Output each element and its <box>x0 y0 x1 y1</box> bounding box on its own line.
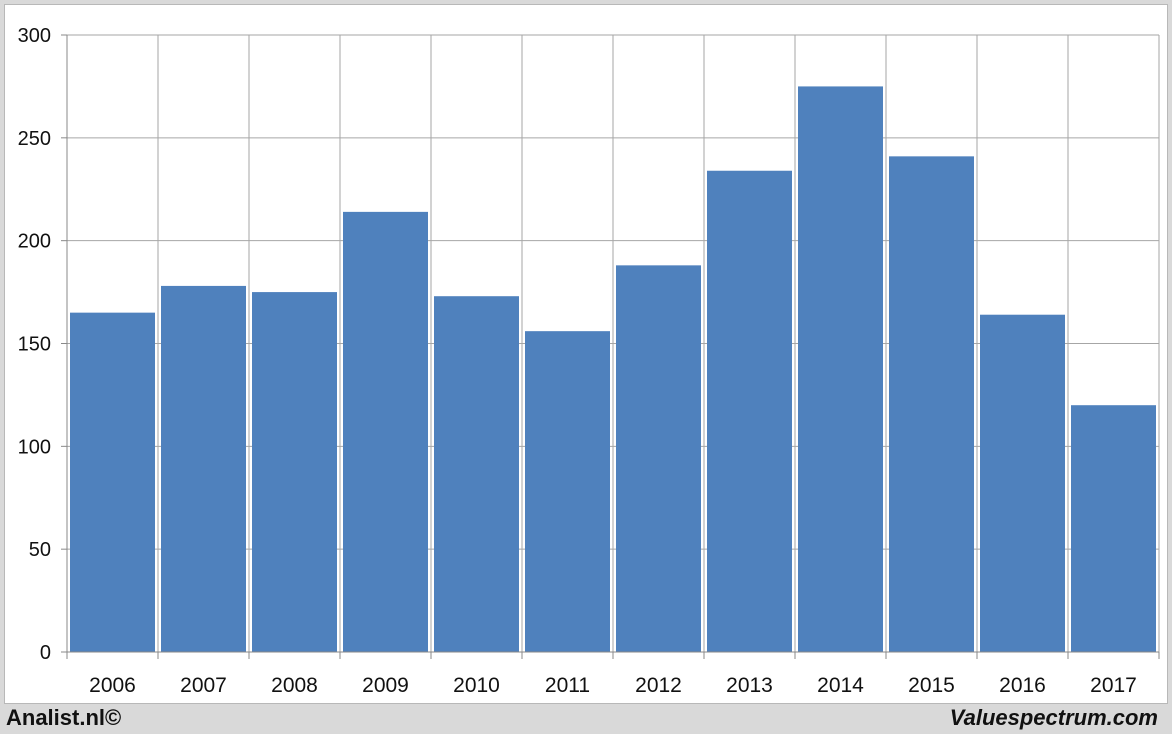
y-tick-label: 50 <box>29 539 51 561</box>
bar <box>980 314 1065 652</box>
bar <box>1071 405 1156 652</box>
x-tick-label: 2009 <box>362 674 409 697</box>
bar <box>70 312 155 652</box>
x-tick-label: 2011 <box>545 674 590 697</box>
x-tick-label: 2006 <box>89 674 136 697</box>
bar <box>616 265 701 652</box>
y-tick-labels: 0 50 100 150 200 250 300 <box>18 25 51 664</box>
x-tick-labels: 2006 2007 2008 2009 2010 2011 2012 2013 2014 2015… <box>89 674 1137 697</box>
x-tick-label: 2008 <box>271 674 318 697</box>
footer-source-right: Valuespectrum.com <box>949 705 1158 730</box>
chart-frame: 0 50 100 150 200 250 300 2006 2007 2008 2009 2010 2… <box>4 4 1168 704</box>
y-tick-label: 150 <box>18 334 51 356</box>
footer-source-left: Analist.nl© <box>6 705 122 730</box>
grid-lines <box>67 34 1160 652</box>
bar <box>798 86 883 652</box>
bar <box>434 296 519 652</box>
bar <box>889 156 974 653</box>
x-tick-label: 2012 <box>635 674 682 697</box>
y-tick-label: 0 <box>40 642 51 664</box>
axes <box>61 34 1160 659</box>
x-tick-label: 2014 <box>817 674 864 697</box>
y-tick-label: 200 <box>18 231 51 253</box>
bar <box>343 211 428 652</box>
x-tick-label: 2016 <box>999 674 1046 697</box>
y-tick-label: 100 <box>18 436 51 458</box>
x-tick-label: 2007 <box>180 674 227 697</box>
bar <box>525 331 610 652</box>
y-tick-label: 250 <box>18 128 51 150</box>
bar <box>252 292 337 652</box>
y-tick-label: 300 <box>18 25 51 47</box>
x-tick-label: 2017 <box>1090 674 1137 697</box>
x-tick-label: 2015 <box>908 674 955 697</box>
bar <box>707 170 792 653</box>
bar <box>161 285 246 652</box>
x-tick-label: 2013 <box>726 674 773 697</box>
x-tick-label: 2010 <box>453 674 500 697</box>
bars <box>70 86 1156 653</box>
